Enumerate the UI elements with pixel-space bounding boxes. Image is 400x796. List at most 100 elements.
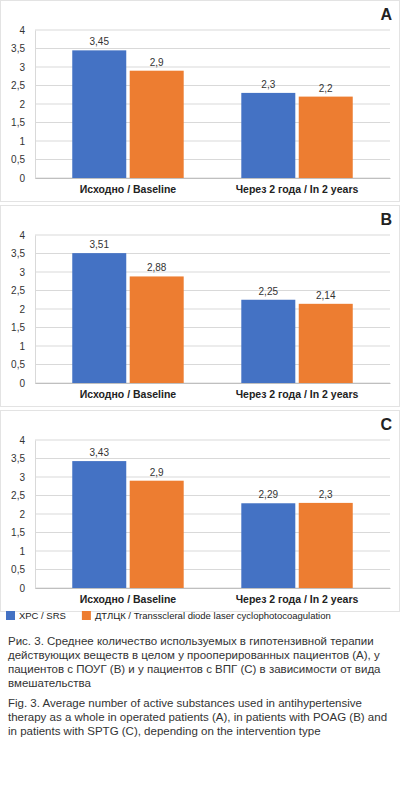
tick-label: 1 xyxy=(19,341,25,352)
y-tick: 3,5 xyxy=(11,43,35,54)
y-tick: 0 xyxy=(19,378,35,389)
panel-frame xyxy=(1,206,400,407)
panel: 00,511,522,533,543,432,292,92,3Исходно /… xyxy=(1,411,400,622)
legend-swatch xyxy=(6,611,15,620)
bar xyxy=(299,503,353,588)
data-label: 2,9 xyxy=(150,467,164,478)
bar xyxy=(130,276,184,383)
y-axis: 0 0,5 1 1,5 2 2,5 3 3,5 4 xyxy=(11,25,35,184)
tick-label: 0 xyxy=(19,173,25,184)
tick-label: 1 xyxy=(19,546,25,557)
y-tick: 1,5 xyxy=(11,117,35,128)
tick-label: 3,5 xyxy=(11,248,25,259)
y-tick: 0 xyxy=(19,583,35,594)
x-tick: Через 2 года / In 2 years xyxy=(236,383,359,400)
grid-line xyxy=(35,48,390,49)
y-tick: 2 xyxy=(19,99,35,110)
legend-item: ХРС / SRS xyxy=(6,610,66,621)
data-label: 2,3 xyxy=(319,489,333,500)
caption-ru: Рис. 3. Среднее количество используемых … xyxy=(8,634,392,690)
panel-title: C xyxy=(380,416,392,433)
x-tick: Через 2 года / In 2 years xyxy=(236,588,359,605)
data-labels: 3,452,32,92,2 xyxy=(90,36,334,93)
tick-label: Через 2 года / In 2 years xyxy=(236,593,359,605)
legend: ХРС / SRS ДТЛЦК / Transscleral diode lase… xyxy=(6,610,331,621)
tick-label: 0 xyxy=(19,378,25,389)
bars xyxy=(72,461,352,588)
y-tick: 2 xyxy=(19,509,35,520)
y-axis: 0 0,5 1 1,5 2 2,5 3 3,5 4 xyxy=(11,435,35,594)
tick-label: 3,5 xyxy=(11,453,25,464)
bar xyxy=(130,71,184,178)
data-label: 3,51 xyxy=(90,239,110,250)
x-tick: Исходно / Baseline xyxy=(80,588,177,605)
bar xyxy=(72,253,126,383)
tick-label: 2 xyxy=(19,509,25,520)
tick-label: 2,5 xyxy=(11,80,25,91)
panel-frame xyxy=(1,1,400,202)
tick-label: 2,5 xyxy=(11,285,25,296)
y-tick: 4 xyxy=(19,435,35,446)
data-label: 3,43 xyxy=(90,447,110,458)
legend-item: ДТЛЦК / Transscleral diode laser cycloph… xyxy=(82,610,331,621)
grid-line xyxy=(35,30,390,31)
tick-label: 0,5 xyxy=(11,154,25,165)
y-tick: 2,5 xyxy=(11,285,35,296)
grid-line xyxy=(35,440,390,441)
y-tick: 3,5 xyxy=(11,453,35,464)
axis-line xyxy=(36,178,391,179)
tick-label: Через 2 года / In 2 years xyxy=(236,388,359,400)
y-tick: 3 xyxy=(19,472,35,483)
tick-label: 3 xyxy=(19,472,25,483)
tick-label: 1,5 xyxy=(11,117,25,128)
panel: 00,511,522,533,543,512,252,882,14Исходно… xyxy=(1,206,400,407)
tick-label: 2 xyxy=(19,99,25,110)
y-axis: 00,511,522,533,54 xyxy=(11,230,35,389)
tick-label: Исходно / Baseline xyxy=(80,388,177,400)
legend-swatch xyxy=(82,611,91,620)
bar xyxy=(241,503,295,588)
tick-label: 4 xyxy=(19,230,25,241)
y-tick: 1,5 xyxy=(11,527,35,538)
y-tick: 2 xyxy=(19,304,35,315)
bar xyxy=(241,300,295,383)
tick-label: 0,5 xyxy=(11,564,25,575)
y-tick: 0,5 xyxy=(11,154,35,165)
x-axis: Исходно / Baseline Через 2 года / In 2 ye… xyxy=(36,383,391,400)
y-tick: 2,5 xyxy=(11,490,35,501)
bars xyxy=(72,50,352,178)
data-labels: 3,512,252,882,14 xyxy=(90,239,336,301)
y-tick: 1 xyxy=(19,136,35,147)
bar xyxy=(72,461,126,588)
data-label: 2,9 xyxy=(150,57,164,68)
bar xyxy=(72,50,126,178)
bars xyxy=(72,253,352,383)
tick-label: Исходно / Baseline xyxy=(80,593,177,605)
caption: Рис. 3. Среднее количество используемых … xyxy=(0,630,400,738)
x-tick: Исходно / Baseline xyxy=(80,383,177,400)
tick-label: Через 2 года / In 2 years xyxy=(236,183,359,195)
tick-label: 1,5 xyxy=(11,527,25,538)
panel: 00,511,522,533,543,452,32,92,2Исходно / … xyxy=(1,1,400,202)
y-tick: 4 xyxy=(19,25,35,36)
x-axis: Исходно / BaselineЧерез 2 года / In 2 ye… xyxy=(36,178,391,195)
tick-label: 0 xyxy=(19,583,25,594)
axis-line xyxy=(36,383,391,384)
tick-label: 4 xyxy=(19,435,25,446)
panel-frame xyxy=(1,411,400,612)
axis-line xyxy=(35,236,36,384)
grid xyxy=(35,30,390,178)
grid xyxy=(35,440,390,588)
data-label: 2,2 xyxy=(319,83,333,94)
grid-line xyxy=(35,235,390,236)
tick-label: 3 xyxy=(19,62,25,73)
y-tick: 1 xyxy=(19,341,35,352)
panel-title: A xyxy=(380,6,392,23)
y-tick: 1 xyxy=(19,546,35,557)
tick-label: 2 xyxy=(19,304,25,315)
bar xyxy=(299,304,353,383)
y-tick: 2,5 xyxy=(11,80,35,91)
tick-label: 3,5 xyxy=(11,43,25,54)
grid xyxy=(35,235,390,383)
y-tick: 3,5 xyxy=(11,248,35,259)
